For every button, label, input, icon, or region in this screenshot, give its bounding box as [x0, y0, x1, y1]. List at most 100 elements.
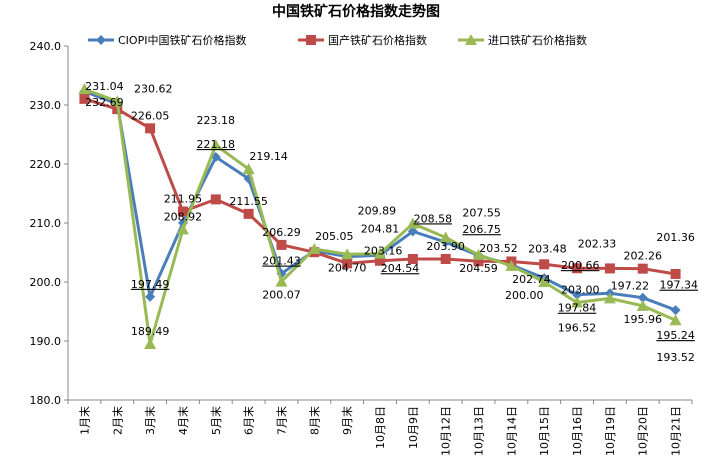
x-tick-label: 4月末	[176, 406, 190, 435]
data-label: 197.22	[611, 279, 650, 292]
triangle-marker	[144, 338, 157, 350]
series-lines	[78, 83, 682, 350]
x-tick-label: 2月末	[110, 406, 124, 435]
data-label: 201.36	[656, 231, 695, 244]
diamond-marker	[145, 291, 156, 302]
x-tick-label: 10月19日	[604, 406, 617, 456]
triangle-marker	[341, 248, 354, 260]
data-label: 211.95	[164, 192, 203, 205]
triangle-marker	[111, 95, 124, 107]
x-tick-label: 6月末	[242, 406, 256, 435]
triangle-marker	[275, 275, 288, 287]
square-marker	[440, 253, 451, 264]
data-label: 204.54	[381, 262, 420, 275]
data-label: 197.84	[558, 302, 597, 315]
x-tick-label: 10月13日	[473, 406, 486, 456]
y-tick-label: 190.0	[30, 335, 62, 348]
y-tick-label: 180.0	[30, 394, 62, 407]
x-tick-label: 5月末	[209, 406, 223, 435]
triangle-marker	[374, 247, 386, 259]
chart-title: 中国铁矿石价格指数走势图	[272, 3, 440, 20]
triangle-marker	[636, 299, 649, 311]
y-tick-label: 200.0	[30, 276, 62, 289]
square-marker	[604, 263, 615, 274]
data-label: 221.18	[197, 138, 236, 151]
data-label: 208.92	[164, 210, 203, 223]
x-tick-label: 10月12日	[440, 406, 453, 456]
data-label: 231.04	[85, 80, 124, 93]
triangle-marker	[669, 314, 682, 326]
diamond-marker	[637, 292, 648, 303]
x-tick-label: 10月15日	[538, 406, 551, 456]
square-marker	[670, 268, 681, 279]
series-2	[78, 83, 682, 350]
legend-item: 进口铁矿石价格指数	[458, 33, 587, 47]
data-label: 203.48	[528, 242, 567, 255]
legend-label: 进口铁矿石价格指数	[488, 33, 587, 47]
diamond-marker	[572, 289, 583, 300]
data-label: 223.18	[197, 114, 236, 127]
diamond-marker	[96, 35, 106, 45]
data-label: 200.07	[262, 289, 301, 302]
data-label: 193.52	[656, 351, 695, 364]
triangle-marker	[176, 223, 189, 235]
square-marker	[342, 258, 353, 269]
data-label: 203.52	[479, 242, 518, 255]
triangle-marker	[603, 292, 616, 304]
legend-item: 国产铁矿石价格指数	[298, 33, 427, 47]
triangle-marker	[465, 34, 477, 45]
data-label: 205.05	[315, 230, 354, 243]
square-marker	[210, 194, 221, 205]
triangle-marker	[538, 276, 551, 287]
x-tick-label: 9月末	[340, 406, 354, 435]
data-label: 195.96	[623, 313, 662, 326]
data-label: 202.33	[578, 237, 617, 250]
data-label: 197.49	[131, 278, 170, 291]
square-marker	[637, 263, 648, 274]
data-labels: 231.04 232.69 230.62 197.49 226.05 189.49 211.…	[85, 80, 698, 364]
square-marker	[79, 93, 90, 104]
triangle-marker	[439, 231, 452, 243]
data-label: 206.29	[262, 226, 301, 239]
legend-label: CIOPI中国铁矿石价格指数	[118, 33, 246, 47]
x-tick-label: 10月20日	[637, 406, 650, 456]
square-marker	[539, 259, 550, 270]
x-tick-label: 1月末	[77, 406, 91, 435]
triangle-marker	[571, 296, 584, 308]
square-marker	[145, 123, 156, 134]
x-tick-label: 10月9日	[407, 406, 420, 449]
triangle-marker	[472, 248, 485, 260]
data-label: 201.43	[262, 255, 301, 268]
legend-label: 国产铁矿石价格指数	[328, 33, 427, 47]
data-label: 204.59	[459, 262, 498, 275]
data-label: 200.00	[505, 289, 544, 302]
y-tick-label: 230.0	[30, 99, 62, 112]
data-label: 202.74	[512, 273, 551, 286]
axes: 180.0 190.0 200.0 210.0 220.0 230.0 240.0 1月末 2月…	[30, 40, 693, 456]
y-tick-label: 240.0	[30, 40, 62, 53]
x-tick-label: 10月16日	[571, 406, 584, 456]
y-tick-label: 220.0	[30, 158, 62, 171]
square-marker	[375, 255, 385, 266]
triangle-marker	[308, 242, 321, 254]
x-tick-label: 8月末	[307, 406, 321, 435]
data-label: 226.05	[131, 109, 170, 122]
data-label: 204.81	[361, 223, 400, 236]
square-marker	[407, 253, 418, 264]
triangle-marker	[406, 217, 419, 229]
triangle-marker	[209, 139, 222, 151]
x-tick-label: 3月末	[143, 406, 157, 435]
data-label: 232.69	[85, 96, 124, 109]
data-label: 203.16	[364, 244, 403, 257]
data-label: 208.58	[414, 212, 453, 225]
square-marker	[473, 256, 484, 267]
data-label: 200.66	[561, 259, 600, 272]
triangle-marker	[78, 83, 91, 95]
data-label: 209.89	[358, 205, 397, 218]
data-label: 211.55	[229, 195, 268, 208]
data-label: 230.62	[134, 82, 173, 95]
data-label: 204.70	[328, 261, 367, 274]
square-marker	[177, 206, 188, 217]
x-tick-label: 10月14日	[505, 406, 518, 456]
